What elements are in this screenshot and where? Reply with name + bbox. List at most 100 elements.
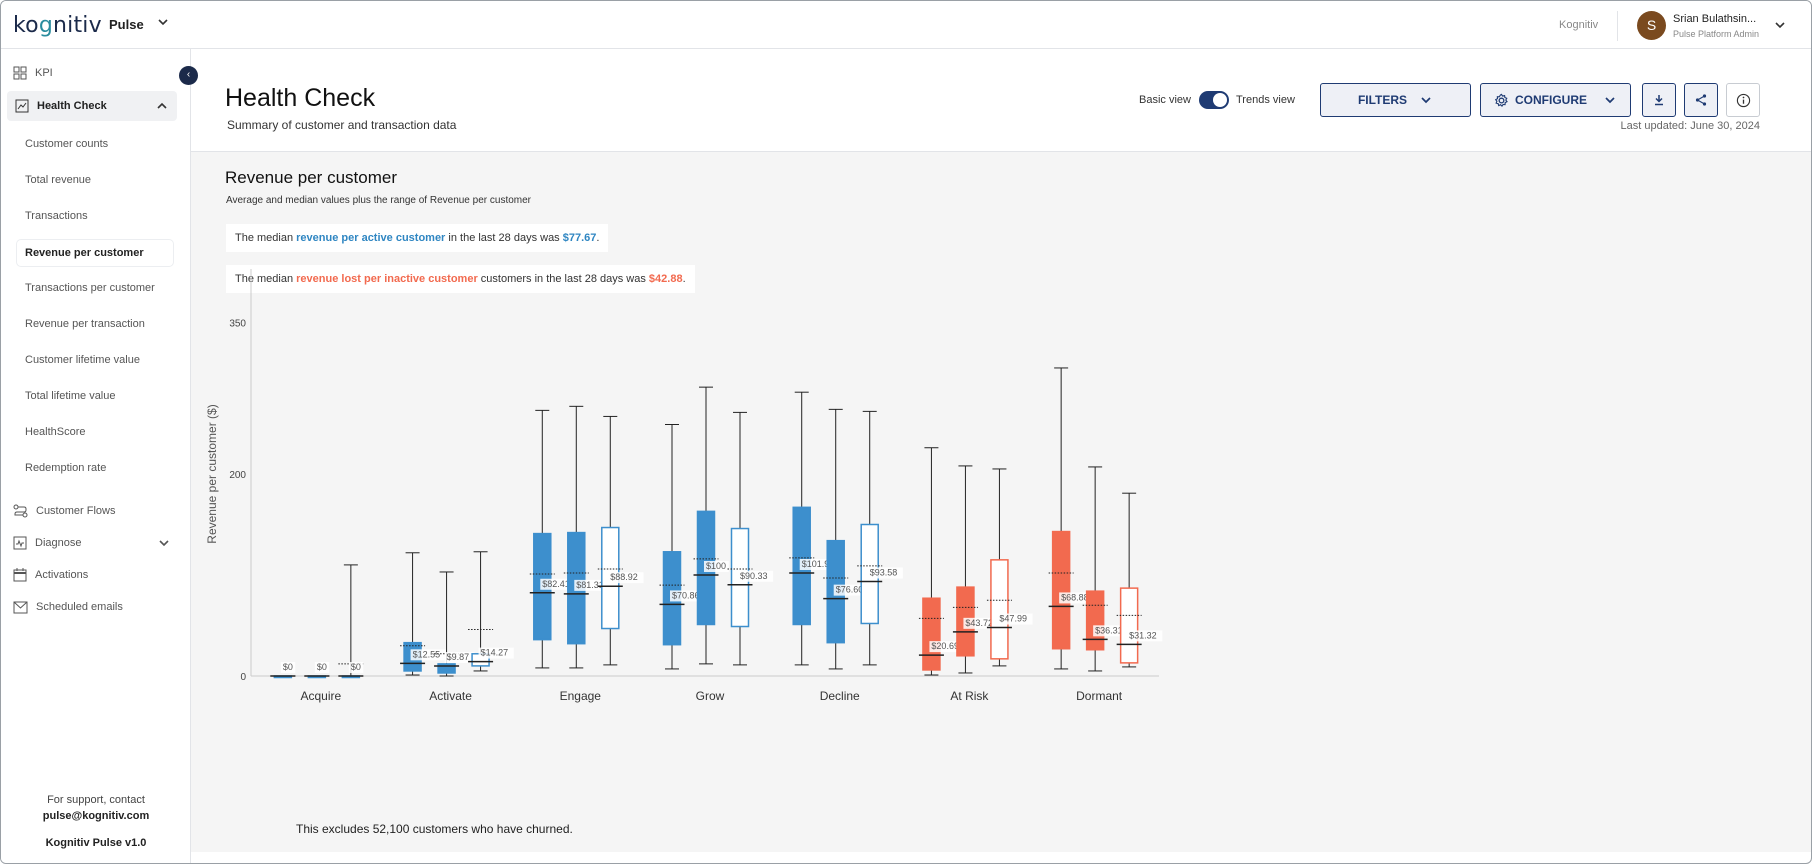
data-label-bg: [1127, 630, 1163, 642]
inactive-median-callout: The median revenue lost per inactive cus…: [226, 265, 695, 293]
callout-text: .: [596, 232, 600, 244]
view-toggle[interactable]: [1199, 91, 1229, 109]
sidebar-sub-total-revenue[interactable]: Total revenue: [25, 174, 92, 186]
data-label-bg: [444, 652, 475, 664]
basic-view-label[interactable]: Basic view: [1139, 94, 1191, 106]
sidebar-sub-redemption-rate[interactable]: Redemption rate: [25, 462, 107, 474]
y-axis-label: Revenue per customer ($): [205, 404, 219, 543]
data-label-bg: [929, 641, 965, 653]
sidebar-item-kpi[interactable]: KPI: [13, 62, 53, 84]
y-tick-label: 0: [240, 672, 246, 683]
data-label-bg: [963, 617, 999, 629]
data-label: $70.86: [672, 590, 700, 600]
share-button[interactable]: [1684, 83, 1718, 117]
data-label: $14.27: [481, 648, 509, 658]
sidebar-sub-total-lifetime-value[interactable]: Total lifetime value: [25, 390, 116, 402]
download-icon: [1655, 95, 1663, 106]
chart-icon: [15, 99, 29, 113]
flow-icon: [13, 504, 28, 518]
page-title: Health Check: [225, 84, 376, 112]
collapse-sidebar-button[interactable]: ‹: [179, 66, 198, 85]
filters-button-label: FILTERS: [1357, 93, 1408, 107]
sidebar-sub-transactions[interactable]: Transactions: [25, 210, 88, 222]
kognitiv-logo[interactable]: kognitiv: [13, 13, 102, 38]
data-label: $0: [351, 662, 361, 672]
data-label: $76.60: [836, 585, 864, 595]
sidebar-sub-revenue-per-customer[interactable]: Revenue per customer: [17, 240, 173, 266]
callout-highlight: revenue lost per inactive customer: [296, 273, 478, 285]
filters-button[interactable]: FILTERS: [1320, 83, 1471, 117]
chevron-up-icon[interactable]: [155, 99, 169, 113]
logo-letter: g: [38, 13, 53, 38]
callout-text: .: [682, 273, 686, 285]
support-email-text[interactable]: pulse@kognitiv.com: [42, 810, 150, 822]
data-label-bg: [833, 584, 869, 596]
sidebar-sub-customer-counts[interactable]: Customer counts: [25, 138, 109, 150]
configure-button-label: CONFIGURE: [1515, 93, 1587, 107]
data-label-bg: [738, 570, 774, 582]
sidebar-item-health-check[interactable]: Health Check: [7, 91, 177, 121]
sidebar-item-label: Customer Flows: [36, 505, 116, 517]
configure-button[interactable]: CONFIGURE: [1480, 83, 1631, 117]
sidebar-sub-healthscore[interactable]: HealthScore: [25, 426, 86, 438]
main-content: Revenue per customer Average and median …: [191, 152, 1811, 852]
sidebar-item-activations[interactable]: Activations: [13, 564, 88, 586]
data-label-bg: [478, 647, 514, 659]
info-button[interactable]: [1726, 83, 1760, 117]
data-label: $20.69: [931, 641, 959, 651]
callout-highlight: revenue per active customer: [296, 232, 446, 244]
data-label-bg: [997, 613, 1033, 625]
data-label-bg: [540, 578, 576, 590]
last-updated: Last updated: June 30, 2024: [1620, 120, 1760, 132]
data-label-bg: [314, 662, 330, 673]
box: [922, 597, 941, 671]
data-label: $0: [283, 662, 293, 672]
mail-icon: [13, 601, 28, 613]
trends-view-label[interactable]: Trends view: [1236, 94, 1295, 106]
support-email[interactable]: pulse@kognitiv.com: [1, 810, 191, 822]
user-role: Pulse Platform Admin: [1673, 29, 1760, 39]
chevron-down-icon[interactable]: [1773, 18, 1787, 35]
callout-text: The median: [235, 273, 297, 285]
data-label: $43.72: [965, 618, 993, 628]
data-label-bg: [799, 558, 841, 570]
sidebar-sub-customer-lifetime-value[interactable]: Customer lifetime value: [25, 354, 140, 366]
sidebar-item-diagnose[interactable]: Diagnose: [13, 532, 81, 554]
gear-icon: [1494, 93, 1508, 107]
chevron-down-icon[interactable]: [156, 15, 170, 32]
diagnose-icon: [13, 536, 27, 550]
avatar[interactable]: S: [1637, 11, 1666, 40]
chevron-down-icon: [1605, 97, 1615, 104]
product-selector[interactable]: Pulse: [109, 17, 144, 32]
calendar-icon: [13, 568, 27, 582]
y-tick-label: 350: [229, 319, 246, 330]
data-label: $101.99: [802, 559, 835, 569]
callout-text: The median: [235, 232, 297, 244]
support-text: For support, contact: [47, 794, 145, 806]
data-label: $88.92: [610, 572, 638, 582]
data-label-bg: [1059, 592, 1095, 604]
sidebar-item-label: Scheduled emails: [36, 601, 123, 613]
user-name[interactable]: Srian Bulathsin...: [1673, 13, 1757, 25]
info-icon: [1736, 93, 1750, 107]
data-label-bg: [410, 649, 446, 661]
app-version: Kognitiv Pulse v1.0: [1, 837, 191, 849]
sidebar-sub-revenue-per-transaction[interactable]: Revenue per transaction: [25, 318, 145, 330]
download-button[interactable]: [1642, 83, 1676, 117]
section-subtitle: Average and median values plus the range…: [226, 195, 532, 206]
sidebar-item-scheduled-emails[interactable]: Scheduled emails: [13, 596, 123, 618]
sidebar: KPI Health Check Customer counts Total r…: [1, 49, 191, 863]
sidebar-item-customer-flows[interactable]: Customer Flows: [13, 500, 115, 522]
sidebar-item-label: Activations: [35, 569, 89, 581]
y-tick-label: 200: [229, 470, 246, 481]
chevron-down-icon[interactable]: [157, 536, 171, 550]
x-tick-label: Activate: [429, 689, 472, 703]
kognitiv-link[interactable]: Kognitiv: [1559, 19, 1599, 31]
page-header: Health Check Summary of customer and tra…: [191, 49, 1811, 152]
sidebar-item-label: Health Check: [37, 100, 107, 112]
data-label-bg: [574, 579, 610, 591]
data-label-bg: [280, 662, 296, 673]
sidebar-item-label: KPI: [35, 67, 53, 79]
sidebar-sub-transactions-per-customer[interactable]: Transactions per customer: [25, 282, 155, 294]
box: [1051, 530, 1071, 650]
